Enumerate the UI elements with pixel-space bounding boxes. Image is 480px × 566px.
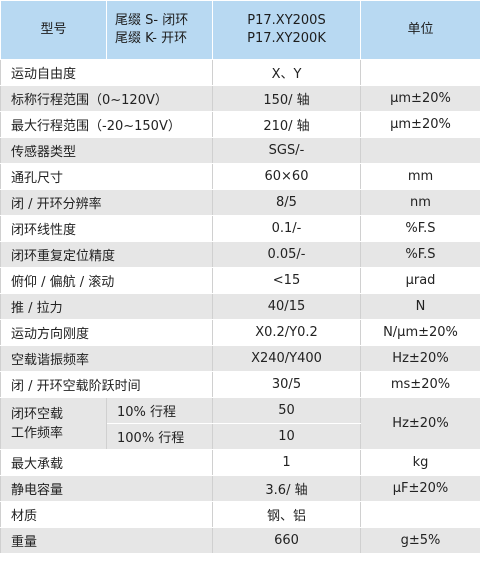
table-row: 闭 / 开环分辨率 8/5 nm xyxy=(0,189,480,216)
header-row: 型号 尾缀 S- 闭环 尾缀 K- 开环 P17.XY200S P17.XY20… xyxy=(0,0,480,60)
table-row: 运动方向刚度 X0.2/Y0.2 N/μm±20% xyxy=(0,319,480,346)
header-model-k: P17.XY200K xyxy=(247,31,326,46)
table-row: 俯仰 / 偏航 / 滚动 <15 μrad xyxy=(0,267,480,294)
row-label: 最大行程范围（-20~150V） xyxy=(0,111,213,138)
row-unit: %F.S xyxy=(360,241,480,268)
table-row: 闭环重复定位精度 0.05/- %F.S xyxy=(0,241,480,268)
header-model: 型号 xyxy=(0,0,107,60)
row-label: 材质 xyxy=(0,501,213,528)
table-row: 重量 660 g±5% xyxy=(0,527,480,554)
row-unit: %F.S xyxy=(360,215,480,242)
row-value: 30/5 xyxy=(212,371,361,398)
row-unit: mm xyxy=(360,163,480,190)
row-value: 660 xyxy=(212,527,361,554)
table-row: 运动自由度 X、Y xyxy=(0,59,480,86)
row-unit xyxy=(360,59,480,86)
row-value: X0.2/Y0.2 xyxy=(212,319,361,346)
row-value: 8/5 xyxy=(212,189,361,216)
row-value: 210/ 轴 xyxy=(212,111,361,138)
table-row: 静电容量 3.6/ 轴 μF±20% xyxy=(0,475,480,502)
header-unit: 单位 xyxy=(360,0,480,60)
row-value: 0.05/- xyxy=(212,241,361,268)
row-label: 闭环重复定位精度 xyxy=(0,241,213,268)
row-label: 静电容量 xyxy=(0,475,213,502)
row-value: X、Y xyxy=(212,59,361,86)
row-unit: N xyxy=(360,293,480,320)
sub-value: 10 xyxy=(212,423,361,450)
row-unit: g±5% xyxy=(360,527,480,554)
header-suffix-k: 尾缀 K- 开环 xyxy=(115,31,188,46)
row-unit: μm±20% xyxy=(360,85,480,112)
row-label: 运动方向刚度 xyxy=(0,319,213,346)
row-label: 传感器类型 xyxy=(0,137,213,164)
row-label: 标称行程范围（0~120V） xyxy=(0,85,213,112)
table-row: 闭 / 开环空载阶跃时间 30/5 ms±20% xyxy=(0,371,480,398)
row-unit: N/μm±20% xyxy=(360,319,480,346)
row-unit: Hz±20% xyxy=(360,345,480,372)
row-unit: kg xyxy=(360,449,480,476)
row-value: 60×60 xyxy=(212,163,361,190)
sub-value: 50 xyxy=(212,397,361,424)
table-row: 闭环线性度 0.1/- %F.S xyxy=(0,215,480,242)
table-row-group: 闭环空载 工作频率 10% 行程 50 Hz±20% xyxy=(0,397,480,450)
row-label: 最大承载 xyxy=(0,449,213,476)
row-value: 40/15 xyxy=(212,293,361,320)
table-row: 推 / 拉力 40/15 N xyxy=(0,293,480,320)
row-label: 空载谐振频率 xyxy=(0,345,213,372)
row-value: X240/Y400 xyxy=(212,345,361,372)
header-model-names: P17.XY200S P17.XY200K xyxy=(212,0,361,60)
row-unit xyxy=(360,137,480,164)
table-row: 空载谐振频率 X240/Y400 Hz±20% xyxy=(0,345,480,372)
row-unit: μF±20% xyxy=(360,475,480,502)
row-label: 运动自由度 xyxy=(0,59,213,86)
row-value: 钢、铝 xyxy=(212,501,361,528)
group-label: 闭环空载 工作频率 xyxy=(0,397,107,450)
row-unit: ms±20% xyxy=(360,371,480,398)
table-row: 传感器类型 SGS/- xyxy=(0,137,480,164)
row-value: 1 xyxy=(212,449,361,476)
group-label-line1: 闭环空载 xyxy=(11,406,64,422)
row-label: 闭环线性度 xyxy=(0,215,213,242)
row-unit xyxy=(360,501,480,528)
spec-table: 型号 尾缀 S- 闭环 尾缀 K- 开环 P17.XY200S P17.XY20… xyxy=(0,0,480,554)
table-row: 最大承载 1 kg xyxy=(0,449,480,476)
table-row-group: 100% 行程 10 xyxy=(1,423,480,450)
group-label-line2: 工作频率 xyxy=(11,425,64,441)
sub-label: 100% 行程 xyxy=(106,423,213,450)
table-row: 材质 钢、铝 xyxy=(0,501,480,528)
header-suffix: 尾缀 S- 闭环 尾缀 K- 开环 xyxy=(106,0,213,60)
row-unit: μrad xyxy=(360,267,480,294)
table-row: 标称行程范围（0~120V） 150/ 轴 μm±20% xyxy=(0,85,480,112)
row-value: 0.1/- xyxy=(212,215,361,242)
row-unit: μm±20% xyxy=(360,111,480,138)
row-label: 俯仰 / 偏航 / 滚动 xyxy=(0,267,213,294)
row-label: 闭 / 开环空载阶跃时间 xyxy=(0,371,213,398)
header-suffix-s: 尾缀 S- 闭环 xyxy=(115,13,189,28)
row-label: 推 / 拉力 xyxy=(0,293,213,320)
row-value: <15 xyxy=(212,267,361,294)
sub-label: 10% 行程 xyxy=(106,397,213,424)
table-row: 通孔尺寸 60×60 mm xyxy=(0,163,480,190)
row-value: 150/ 轴 xyxy=(212,85,361,112)
table-row: 最大行程范围（-20~150V） 210/ 轴 μm±20% xyxy=(0,111,480,138)
row-label: 通孔尺寸 xyxy=(0,163,213,190)
group-unit: Hz±20% xyxy=(360,397,480,450)
row-value: SGS/- xyxy=(212,137,361,164)
table-body: 运动自由度 X、Y 标称行程范围（0~120V） 150/ 轴 μm±20% 最… xyxy=(0,59,480,554)
row-value: 3.6/ 轴 xyxy=(212,475,361,502)
row-label: 重量 xyxy=(0,527,213,554)
row-label: 闭 / 开环分辨率 xyxy=(0,189,213,216)
header-model-s: P17.XY200S xyxy=(247,13,326,28)
row-unit: nm xyxy=(360,189,480,216)
